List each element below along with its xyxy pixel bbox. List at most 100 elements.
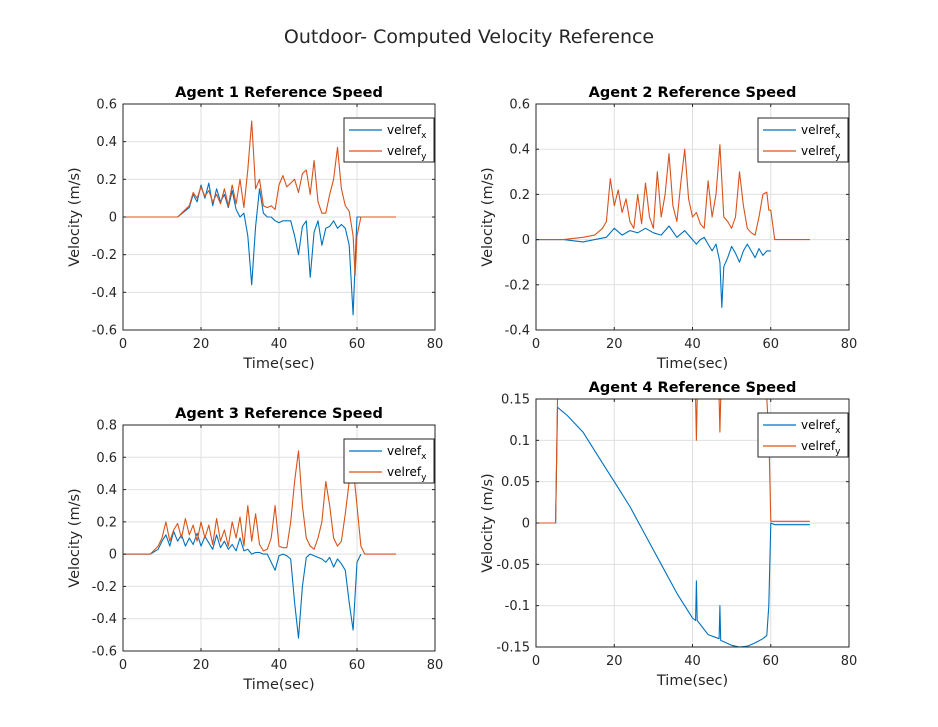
legend-label-vely: velrefy xyxy=(801,144,841,162)
y-tick-label: 0.6 xyxy=(96,451,117,466)
x-tick-label: 20 xyxy=(606,337,623,352)
legend-label-subscript: x xyxy=(835,131,841,141)
legend-label-subscript: x xyxy=(421,452,427,462)
legend-label-name: velref xyxy=(801,418,836,432)
chart-1: 0 20 40 60 80 -0.6 -0.4 -0.2 0 0.2 0.4 0.6 Agent 1 R… xyxy=(67,85,443,372)
legend-label-name: velref xyxy=(801,123,836,137)
y-tick-label: 0.4 xyxy=(96,135,117,150)
chart-title: Agent 1 Reference Speed xyxy=(175,85,383,101)
y-tick-label: 0.15 xyxy=(501,393,530,408)
y-axis-label: Velocity (m/s) xyxy=(480,167,496,266)
y-tick-label: 0.6 xyxy=(96,98,117,113)
y-tick-label: 0.2 xyxy=(96,173,117,188)
y-tick-label: 0.2 xyxy=(96,515,117,530)
y-tick-label: -0.6 xyxy=(92,645,117,660)
y-tick-label: -0.4 xyxy=(505,324,530,339)
x-axis-label: Time(sec) xyxy=(656,356,728,372)
y-tick-label: 0 xyxy=(109,548,117,563)
legend-box xyxy=(757,117,849,163)
series-line-vely xyxy=(123,120,396,276)
y-tick-label: -0.2 xyxy=(92,580,117,595)
legend-label-velx: velrefx xyxy=(801,418,841,436)
legend-label-name: velref xyxy=(387,465,422,479)
x-tick-label: 40 xyxy=(271,337,288,352)
y-tick-label: -0.2 xyxy=(505,278,530,293)
x-tick-label: 80 xyxy=(427,337,444,352)
series-line-velx xyxy=(123,530,362,639)
y-tick-label: -0.05 xyxy=(496,558,530,573)
chart-title: Agent 4 Reference Speed xyxy=(589,380,797,396)
y-tick-label: -0.1 xyxy=(505,599,530,614)
axes-box xyxy=(122,424,436,652)
x-tick-label: 40 xyxy=(684,337,701,352)
x-tick-label: 60 xyxy=(762,337,779,352)
y-tick-label: 0.1 xyxy=(509,434,530,449)
legend-label-subscript: y xyxy=(835,152,841,162)
y-tick-label: 0.2 xyxy=(509,188,530,203)
x-tick-label: 60 xyxy=(349,337,366,352)
legend-label-name: velref xyxy=(801,144,836,158)
legend-label-subscript: y xyxy=(421,473,427,483)
x-tick-label: 80 xyxy=(841,337,858,352)
y-axis-label: Velocity (m/s) xyxy=(67,488,83,587)
x-axis-label: Time(sec) xyxy=(242,356,314,372)
x-tick-label: 0 xyxy=(119,658,127,673)
x-axis-label: Time(sec) xyxy=(242,677,314,693)
legend-label-vely: velrefy xyxy=(801,439,841,457)
series-line-vely xyxy=(123,450,396,555)
y-tick-label: -0.6 xyxy=(92,324,117,339)
figure-title: Outdoor- Computed Velocity Reference xyxy=(284,26,654,48)
x-tick-label: 60 xyxy=(349,658,366,673)
legend-label-name: velref xyxy=(387,144,422,158)
series-line-velx xyxy=(536,225,771,308)
x-tick-label: 0 xyxy=(532,337,540,352)
legend-box xyxy=(343,117,435,163)
chart-title: Agent 3 Reference Speed xyxy=(175,406,383,422)
legend-label-name: velref xyxy=(387,444,422,458)
y-tick-label: -0.4 xyxy=(92,612,117,627)
legend-label-subscript: y xyxy=(421,152,427,162)
y-tick-label: 0 xyxy=(522,517,530,532)
legend-label-name: velref xyxy=(387,123,422,137)
x-tick-label: 0 xyxy=(532,654,540,669)
legend-label-velx: velrefx xyxy=(387,123,427,141)
legend-label-subscript: x xyxy=(835,426,841,436)
y-tick-label: 0.05 xyxy=(501,475,530,490)
x-tick-label: 40 xyxy=(684,654,701,669)
series-line-velx xyxy=(123,182,361,316)
legend-box xyxy=(757,412,849,458)
chart-2: 0 20 40 60 80 -0.4 -0.2 0 0.2 0.4 0.6 Agent 2 Refer… xyxy=(480,85,857,372)
series-line-velx xyxy=(536,406,810,647)
legend-label-vely: velrefy xyxy=(387,144,427,162)
y-tick-label: 0.6 xyxy=(509,98,530,113)
y-tick-label: -0.15 xyxy=(496,641,530,656)
series-line-vely xyxy=(536,399,810,524)
x-axis-label: Time(sec) xyxy=(656,673,728,689)
legend-label-subscript: x xyxy=(421,131,427,141)
chart-4: 0 20 40 60 80 -0.15 -0.1 -0.05 0 0.05 0.1 0.15 Agent… xyxy=(480,380,857,689)
axes-box xyxy=(535,398,850,648)
legend-box xyxy=(343,438,435,484)
x-tick-label: 80 xyxy=(841,654,858,669)
y-axis-label: Velocity (m/s) xyxy=(480,473,496,572)
legend-label-velx: velrefx xyxy=(387,444,427,462)
x-tick-label: 60 xyxy=(762,654,779,669)
axes-box xyxy=(535,103,850,331)
y-tick-label: 0.4 xyxy=(96,483,117,498)
legend-label-vely: velrefy xyxy=(387,465,427,483)
chart-title: Agent 2 Reference Speed xyxy=(589,85,797,101)
y-tick-label: 0 xyxy=(522,233,530,248)
x-tick-label: 20 xyxy=(193,658,210,673)
x-tick-label: 0 xyxy=(119,337,127,352)
legend-label-velx: velrefx xyxy=(801,123,841,141)
chart-3: 0 20 40 60 80 -0.6 -0.4 -0.2 0 0.2 0.4 0.6 0.8 Agent … xyxy=(67,406,443,693)
axes-box xyxy=(122,103,436,331)
legend-label-name: velref xyxy=(801,439,836,453)
y-axis-label: Velocity (m/s) xyxy=(67,167,83,266)
series-line-vely xyxy=(536,144,810,241)
y-tick-label: 0 xyxy=(109,211,117,226)
